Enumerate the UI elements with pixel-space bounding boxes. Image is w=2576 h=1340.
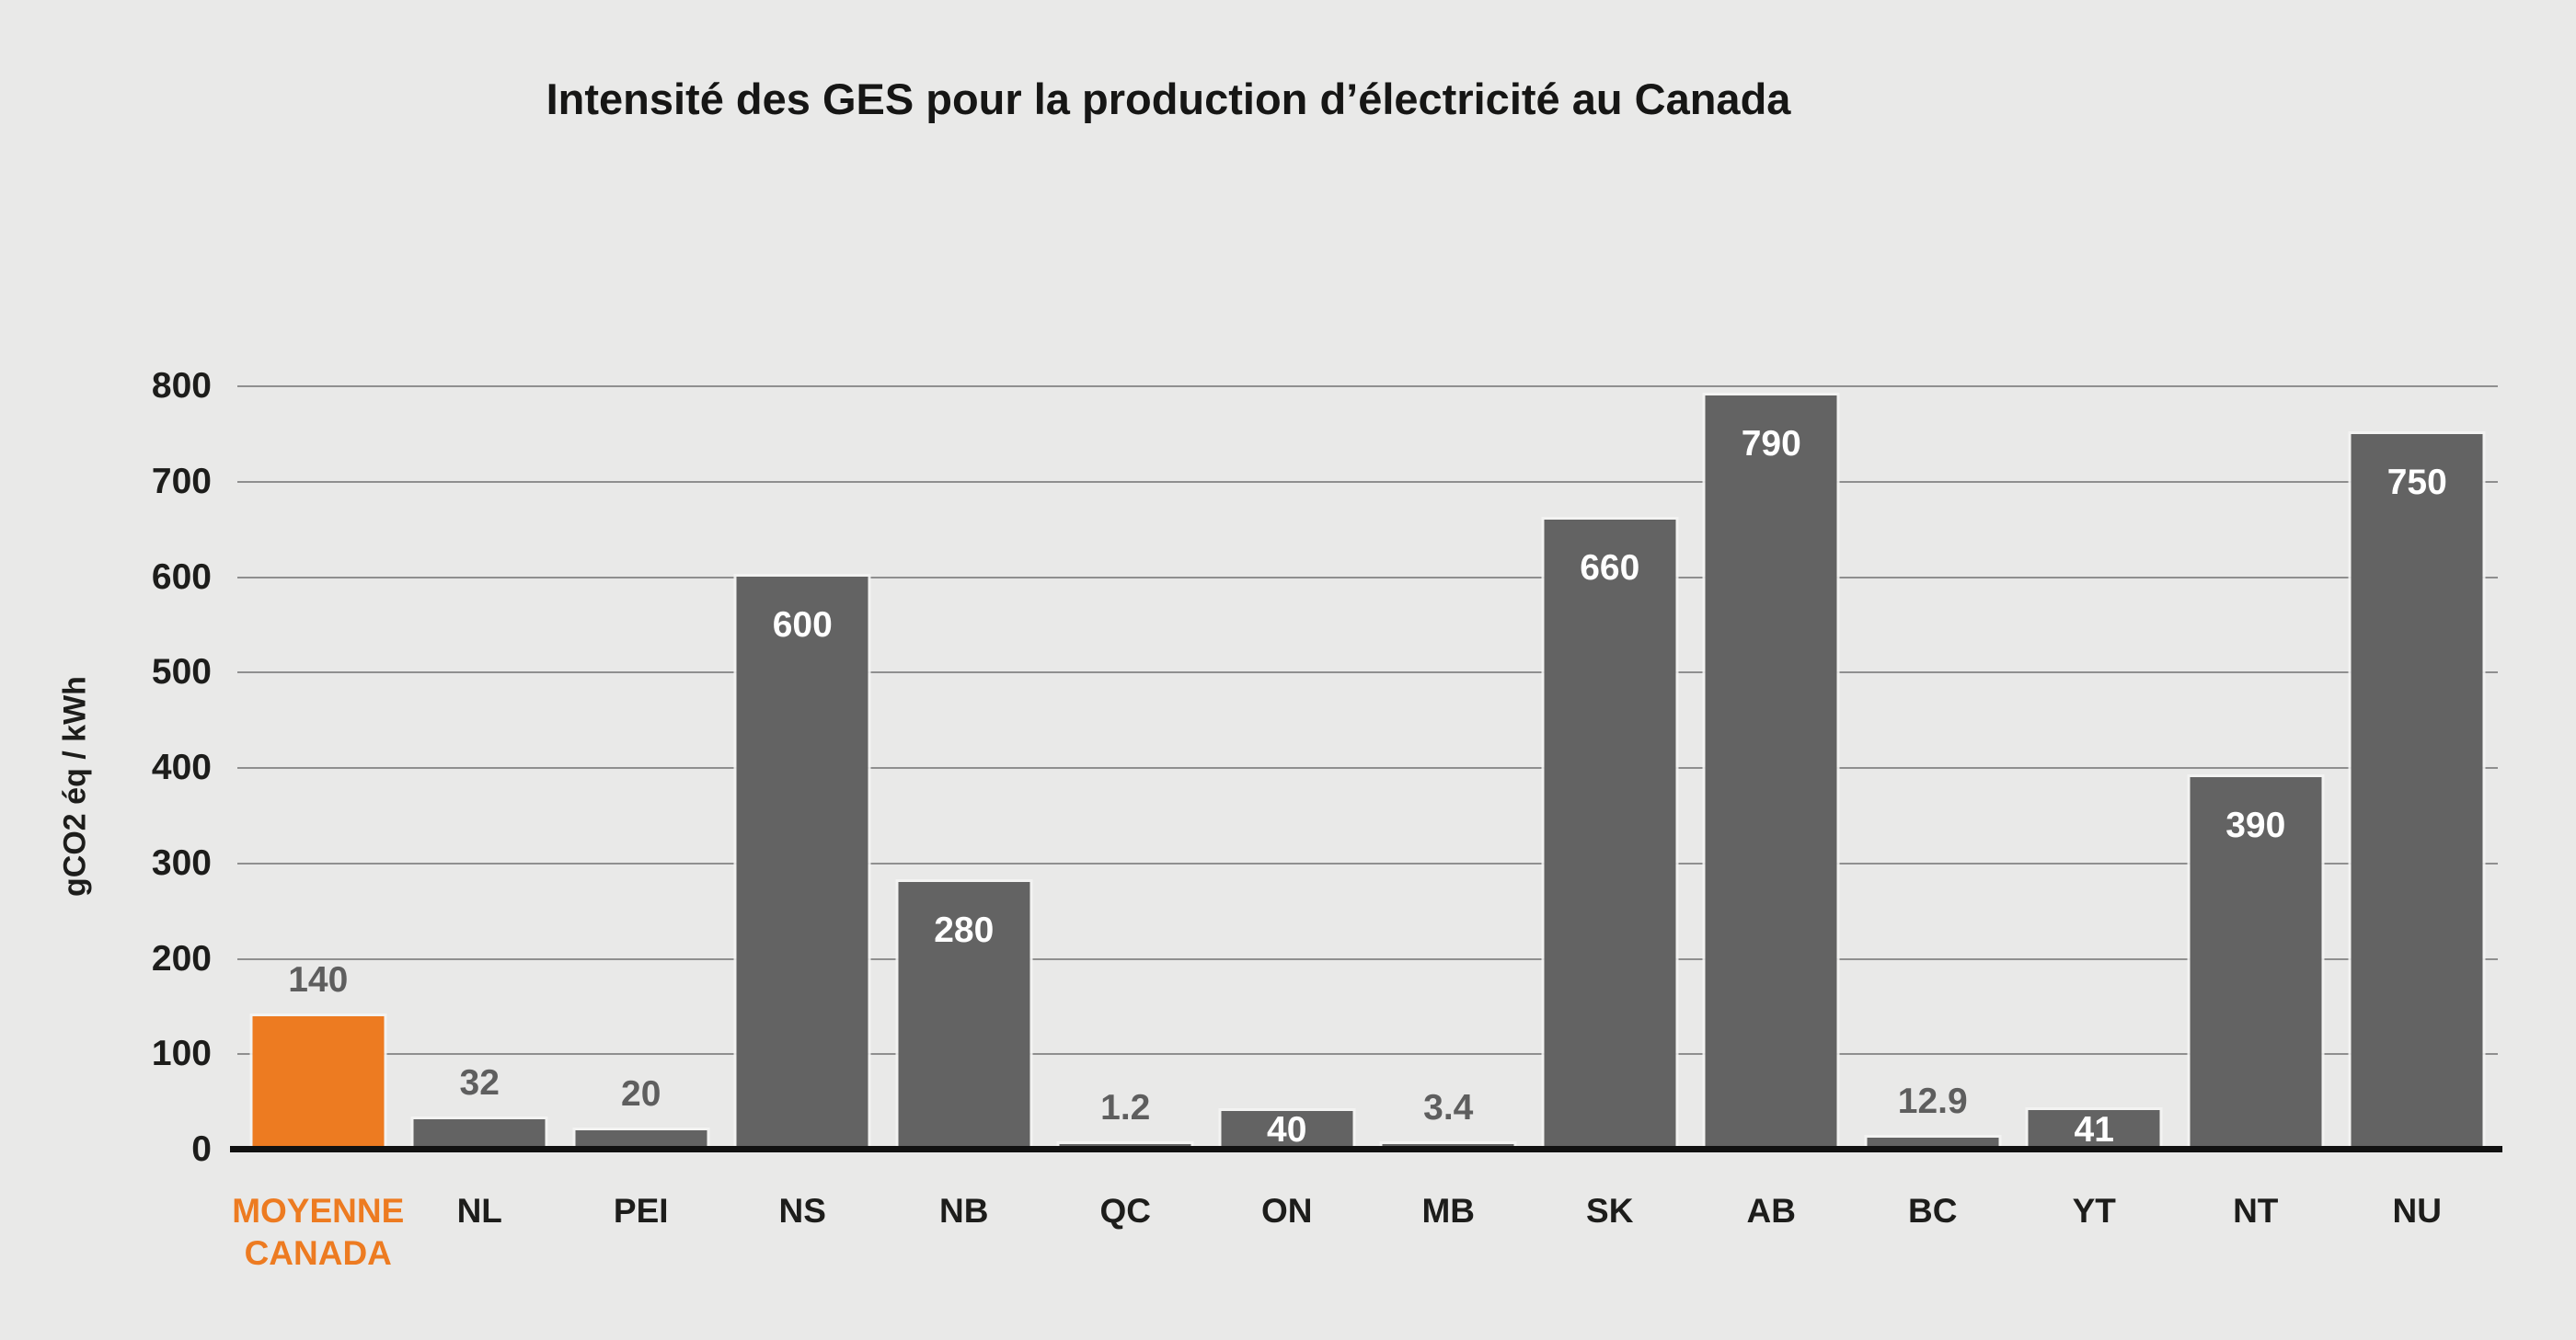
bar-value-label: 20 bbox=[621, 1074, 661, 1114]
bar-nu bbox=[2351, 434, 2483, 1150]
bar-slot-bc: 12.9 BC bbox=[1852, 313, 2014, 1230]
bar-value-label: 32 bbox=[459, 1063, 500, 1103]
bar-slot-ns: 600 NS bbox=[722, 313, 884, 1230]
gridline-600 bbox=[237, 576, 2498, 578]
x-axis-label-bc: BC bbox=[1908, 1192, 1958, 1230]
bar-on bbox=[1221, 1111, 1353, 1150]
bar-slot-qc: 1.2 QC bbox=[1045, 313, 1207, 1230]
y-tick-label-300: 300 bbox=[151, 842, 212, 883]
bar-value-label: 41 bbox=[2074, 1109, 2114, 1150]
gridline-700 bbox=[237, 480, 2498, 483]
bar-ab bbox=[1705, 395, 1837, 1150]
bar-slot-ab: 790 AB bbox=[1691, 313, 1853, 1230]
y-tick-label-700: 700 bbox=[151, 461, 212, 501]
x-axis-label-sk: SK bbox=[1586, 1192, 1634, 1230]
bar-slot-on: 40 ON bbox=[1206, 313, 1368, 1230]
x-axis-label-moyenne-canada: MOYENNE CANADA bbox=[232, 1192, 405, 1272]
x-axis-label-qc: QC bbox=[1099, 1192, 1152, 1230]
bar-value-label: 600 bbox=[772, 605, 833, 645]
bar-slot-mb: 3.4 MB bbox=[1368, 313, 1530, 1230]
gridline-100 bbox=[237, 1053, 2498, 1056]
x-axis-label-yt: YT bbox=[2072, 1192, 2116, 1230]
y-tick-label-600: 600 bbox=[151, 556, 212, 597]
bar-slots: 140 MOYENNE CANADA 32 NL 20 PEI 600 NS 280 NB 1.2 Q… bbox=[232, 313, 2499, 1272]
bar-nl bbox=[413, 1119, 546, 1150]
bar-value-label: 280 bbox=[934, 911, 995, 950]
x-axis-baseline bbox=[230, 1146, 2502, 1152]
bar-pei bbox=[575, 1130, 707, 1150]
bar-value-label: 140 bbox=[288, 960, 349, 1000]
bar-value-label: 12.9 bbox=[1897, 1082, 1968, 1121]
y-tick-label-200: 200 bbox=[151, 938, 212, 979]
bar-value-label: 750 bbox=[2386, 463, 2447, 502]
bar-sk bbox=[1544, 520, 1676, 1150]
bar-slot-nu: 750 NU bbox=[2337, 313, 2499, 1230]
gridline-500 bbox=[237, 671, 2498, 674]
bar-slot-nl: 32 NL bbox=[399, 313, 561, 1230]
bar-slot-nb: 280 NB bbox=[883, 313, 1045, 1230]
gridline-800 bbox=[237, 385, 2498, 387]
x-axis-label-mb: MB bbox=[1421, 1192, 1476, 1230]
bar-nb bbox=[898, 882, 1030, 1150]
y-tick-label-100: 100 bbox=[151, 1034, 212, 1074]
bar-yt bbox=[2028, 1110, 2160, 1150]
bar-ns bbox=[736, 577, 868, 1150]
bar-slot-nt: 390 NT bbox=[2175, 313, 2337, 1230]
bar-value-label: 3.4 bbox=[1423, 1088, 1474, 1128]
gridline-300 bbox=[237, 862, 2498, 865]
x-axis-label-pei: PEI bbox=[613, 1192, 669, 1230]
x-axis-label-ns: NS bbox=[778, 1192, 826, 1230]
x-axis-label-nb: NB bbox=[939, 1192, 989, 1230]
bar-value-label: 390 bbox=[2225, 806, 2286, 845]
x-axis-label-nl: NL bbox=[456, 1192, 502, 1230]
bar-value-label: 660 bbox=[1580, 548, 1640, 588]
bar-nt bbox=[2190, 777, 2322, 1150]
gridline-400 bbox=[237, 767, 2498, 769]
y-tick-label-500: 500 bbox=[151, 652, 212, 693]
chart-title: Intensité des GES pour la production d’é… bbox=[546, 74, 1791, 123]
bar-value-label: 40 bbox=[1267, 1110, 1307, 1150]
bar-value-label: 790 bbox=[1741, 424, 1801, 464]
bar-slot-pei: 20 PEI bbox=[560, 313, 722, 1230]
bar-slot-moyenne-canada: 140 MOYENNE CANADA bbox=[232, 313, 404, 1272]
gridline-200 bbox=[237, 957, 2498, 960]
x-axis-label-ab: AB bbox=[1746, 1192, 1796, 1230]
y-tick-label-400: 400 bbox=[151, 748, 212, 787]
x-axis-label-on: ON bbox=[1261, 1192, 1313, 1230]
y-tick-label-800: 800 bbox=[151, 366, 212, 406]
bar-moyenne-canada bbox=[252, 1016, 385, 1150]
bar-value-label: 1.2 bbox=[1100, 1088, 1151, 1128]
x-axis-label-nt: NT bbox=[2233, 1192, 2279, 1230]
y-tick-label-0: 0 bbox=[191, 1129, 212, 1169]
bar-slot-sk: 660 SK bbox=[1529, 313, 1691, 1230]
plot-area: 140 MOYENNE CANADA 32 NL 20 PEI 600 NS 280 NB 1.2 Q… bbox=[230, 313, 2502, 1272]
bar-slot-yt: 41 YT bbox=[2014, 313, 2176, 1230]
x-axis-label-nu: NU bbox=[2392, 1192, 2442, 1230]
